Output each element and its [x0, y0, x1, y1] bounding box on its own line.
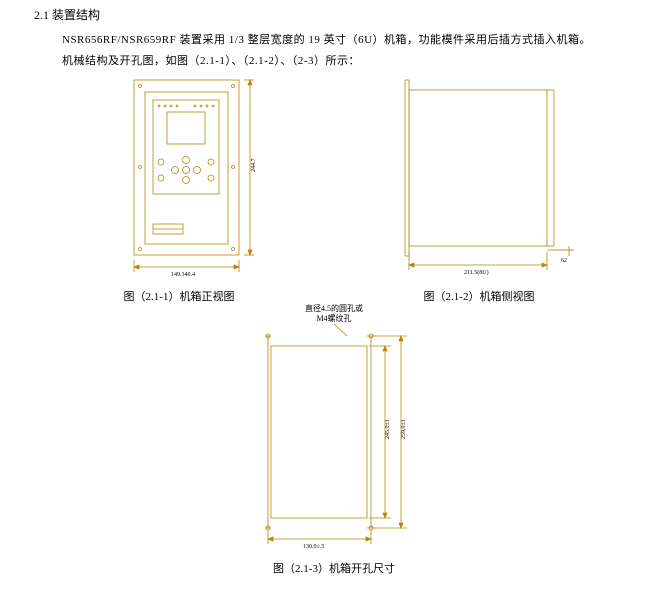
dim-h2: 259.0±1: [401, 419, 407, 439]
note-line-2: M4螺纹孔: [316, 314, 351, 323]
figure-3-caption: 图（2.1-3）机箱开孔尺寸: [273, 560, 395, 576]
dim-bottom-1: 149.340.4: [171, 272, 195, 278]
figure-2-block: 211.5(8U) 62 图（2.1-2）机箱侧视图: [379, 72, 579, 304]
section-number: 2.1: [34, 8, 49, 22]
dim-bottom-2: 211.5(8U): [464, 269, 489, 276]
figures-row-1: 244.7 149.340.4 图（2.1-1）机箱正视图: [34, 72, 634, 304]
figure-3-svg: 245.0±1 259.0±1 130.0±.5: [219, 324, 449, 554]
paragraph-1: NSR656RF/NSR659RF 装置采用 1/3 整层宽度的 19 英寸（6…: [62, 31, 634, 50]
document-page: 2.1 装置结构 NSR656RF/NSR659RF 装置采用 1/3 整层宽度…: [0, 0, 668, 582]
dim-w: 130.0±.5: [303, 544, 324, 550]
paragraph-2: 机械结构及开孔图，如图（2.1-1）、（2.1-2）、（2-3）所示：: [62, 52, 634, 71]
section-title-text: 装置结构: [52, 8, 100, 22]
section-heading: 2.1 装置结构: [34, 6, 634, 23]
figure-3-note: 直径4.5的圆孔或 M4螺纹孔: [305, 304, 363, 323]
note-line-1: 直径4.5的圆孔或: [305, 304, 363, 313]
dim-h1: 245.0±1: [385, 419, 391, 439]
figure-2-caption: 图（2.1-2）机箱侧视图: [424, 288, 535, 304]
figure-2-svg: 211.5(8U) 62: [379, 72, 579, 282]
dim-right-1: 244.7: [251, 159, 257, 173]
figure-1-svg: 244.7 149.340.4: [89, 72, 269, 282]
figure-1-block: 244.7 149.340.4 图（2.1-1）机箱正视图: [89, 72, 269, 304]
figure-1-caption: 图（2.1-1）机箱正视图: [124, 288, 235, 304]
figure-3-block: 直径4.5的圆孔或 M4螺纹孔: [34, 304, 634, 575]
dim-side-2: 62: [561, 258, 567, 264]
